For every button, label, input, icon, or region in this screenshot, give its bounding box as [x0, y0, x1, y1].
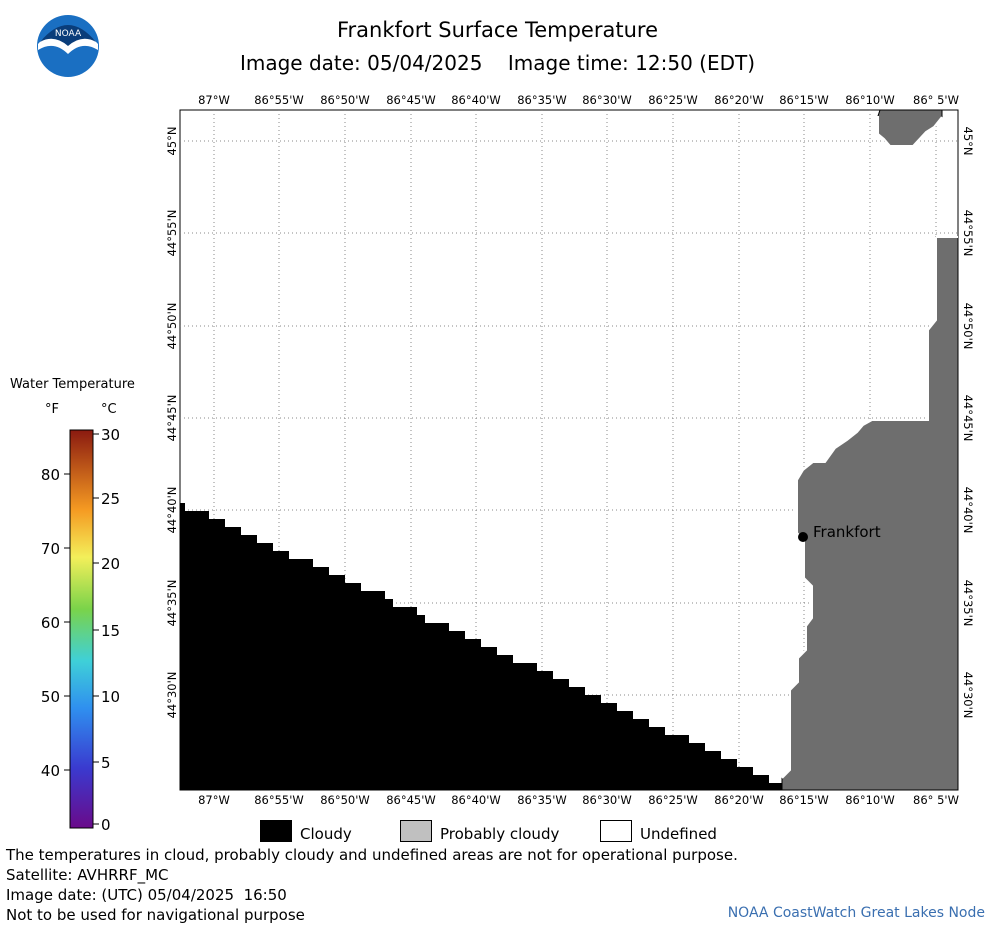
color-bar: [69, 429, 94, 829]
lon-label: 86°25'W: [648, 793, 698, 807]
lon-label: 86°40'W: [451, 793, 501, 807]
lat-label: 44°30'N: [961, 672, 975, 719]
lon-label: 86°50'W: [320, 93, 370, 107]
lat-label: 44°40'N: [165, 487, 179, 534]
c-tick: 5: [101, 754, 111, 772]
undefined-swatch: [600, 820, 632, 842]
lon-label: 86°10'W: [845, 793, 895, 807]
lon-labels-bottom: 87°W 86°55'W 86°50'W 86°45'W 86°40'W 86°…: [198, 793, 959, 807]
lat-label: 44°50'N: [961, 303, 975, 350]
lat-label: 44°35'N: [165, 580, 179, 627]
lon-label: 86°25'W: [648, 93, 698, 107]
lon-label: 86°45'W: [386, 93, 436, 107]
c-tick-labels: 30 25 20 15 10 5 0: [101, 426, 120, 834]
c-tick: 0: [101, 816, 111, 834]
f-tick: 70: [41, 540, 60, 558]
lat-label: 44°45'N: [165, 395, 179, 442]
unit-celsius: °C: [101, 402, 117, 417]
lat-label: 45°N: [961, 127, 975, 156]
f-tick: 80: [41, 466, 60, 484]
c-tick: 20: [101, 555, 120, 573]
utc-date-text: Image date: (UTC) 05/04/2025 16:50: [6, 886, 287, 904]
lon-label: 86°55'W: [254, 93, 304, 107]
lon-label: 86°30'W: [582, 793, 632, 807]
lon-label: 86°30'W: [582, 93, 632, 107]
lon-label: 86°15'W: [779, 93, 829, 107]
island-shoreline: [877, 116, 943, 147]
lat-label: 44°40'N: [961, 487, 975, 534]
probably-cloudy-key-label: Probably cloudy: [440, 825, 560, 843]
lon-label: 86°35'W: [517, 793, 567, 807]
unit-fahrenheit: °F: [45, 402, 59, 417]
logo-text: NOAA: [55, 29, 82, 39]
lon-label: 86°20'W: [714, 793, 764, 807]
lat-label: 44°45'N: [961, 395, 975, 442]
shoreline: [781, 236, 958, 779]
lat-label: 45°N: [165, 127, 179, 156]
lon-labels-top: 87°W 86°55'W 86°50'W 86°45'W 86°40'W 86°…: [198, 93, 959, 107]
lon-label: 86°35'W: [517, 93, 567, 107]
cloudy-area: [180, 503, 785, 790]
cloudy-swatch: [260, 820, 292, 842]
lat-label: 44°50'N: [165, 303, 179, 350]
lon-label: 86°10'W: [845, 93, 895, 107]
lat-label: 44°55'N: [961, 210, 975, 257]
lon-label: 86°20'W: [714, 93, 764, 107]
lat-label: 44°35'N: [961, 580, 975, 627]
c-tick: 25: [101, 490, 120, 508]
lat-labels-left: 45°N 44°55'N 44°50'N 44°45'N 44°40'N 44°…: [165, 127, 179, 719]
f-tick: 50: [41, 688, 60, 706]
credit-text: NOAA CoastWatch Great Lakes Node: [727, 905, 985, 921]
lon-label: 86°55'W: [254, 793, 304, 807]
f-tick: 40: [41, 762, 60, 780]
undefined-key-label: Undefined: [640, 825, 717, 843]
f-tick: 60: [41, 614, 60, 632]
lon-label: 87°W: [198, 93, 230, 107]
c-tick: 15: [101, 622, 120, 640]
lon-label: 86°15'W: [779, 793, 829, 807]
f-tick-labels: 80 70 60 50 40: [41, 466, 60, 780]
lat-labels-right: 45°N 44°55'N 44°50'N 44°45'N 44°40'N 44°…: [961, 127, 975, 719]
lat-label: 44°30'N: [165, 672, 179, 719]
nav-note-text: Not to be used for navigational purpose: [6, 906, 305, 924]
lon-label: 86°40'W: [451, 93, 501, 107]
map-title: Frankfort Surface Temperature: [336, 18, 658, 42]
satellite-text: Satellite: AVHRRF_MC: [6, 866, 169, 884]
lon-label: 86° 5'W: [913, 793, 959, 807]
image-date-label: Image date: 05/04/2025: [239, 51, 483, 75]
noaa-logo-icon: NOAA: [37, 15, 99, 77]
lon-label: 86° 5'W: [913, 93, 959, 107]
disclaimer-text: The temperatures in cloud, probably clou…: [6, 846, 738, 864]
c-tick: 30: [101, 426, 120, 444]
image-datetime: Image date: 05/04/2025 Image time: 12:50…: [0, 51, 995, 75]
probably-cloudy-swatch: [400, 820, 432, 842]
lat-label: 44°55'N: [165, 210, 179, 257]
lon-label: 86°45'W: [386, 793, 436, 807]
c-tick: 10: [101, 688, 120, 706]
legend-title: Water Temperature: [10, 377, 135, 392]
cloudy-key-label: Cloudy: [300, 825, 352, 843]
image-time-label: Image time: 12:50 (EDT): [507, 51, 756, 75]
lon-label: 87°W: [198, 793, 230, 807]
lon-label: 86°50'W: [320, 793, 370, 807]
color-bar-ticks: [64, 433, 99, 825]
frankfort-label: Frankfort: [813, 523, 881, 541]
frankfort-marker: [798, 532, 808, 542]
